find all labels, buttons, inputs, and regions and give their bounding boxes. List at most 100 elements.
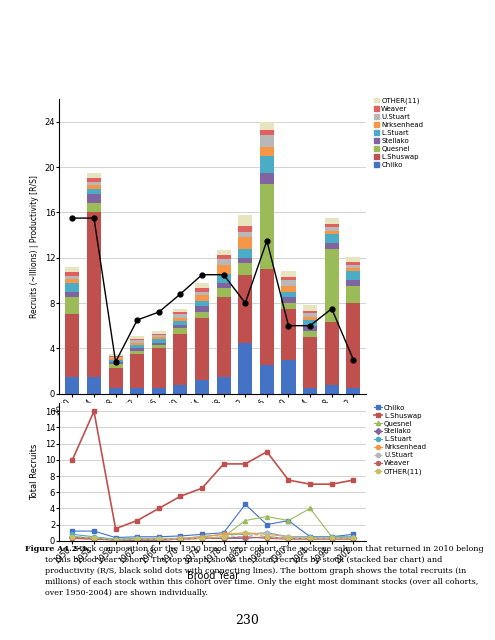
Bar [195, 283, 209, 288]
Bar [195, 288, 209, 292]
Bar [238, 258, 252, 264]
L.Shuswap [199, 484, 205, 492]
Weaver [264, 534, 270, 542]
U.Stuart [156, 535, 162, 543]
Bar [303, 317, 317, 320]
OTHER(11) [307, 534, 313, 542]
OTHER(11) [113, 536, 119, 544]
L.Stuart [286, 533, 292, 541]
Bar [65, 283, 79, 292]
Quesnel [134, 536, 140, 544]
Bar [173, 312, 188, 314]
Line: Chilko: Chilko [70, 502, 355, 540]
Weaver [156, 536, 162, 544]
U.Stuart [350, 534, 356, 542]
L.Stuart [156, 534, 162, 542]
Bar [325, 218, 339, 224]
Bar [152, 388, 166, 394]
L.Shuswap [329, 480, 335, 488]
Bar [152, 335, 166, 337]
U.Stuart [286, 533, 292, 541]
L.Shuswap [156, 504, 162, 512]
Chilko [264, 521, 270, 529]
Bar [346, 388, 360, 394]
Line: Quesnel: Quesnel [70, 506, 355, 542]
Nrksenhead [199, 533, 205, 541]
Quesnel [350, 534, 356, 542]
Bar [346, 303, 360, 388]
Y-axis label: Total Recruits: Total Recruits [30, 444, 39, 500]
Quesnel [329, 533, 335, 541]
Bar [303, 326, 317, 332]
Bar [173, 328, 188, 333]
L.Shuswap [307, 480, 313, 488]
Bar [152, 333, 166, 335]
Bar [282, 271, 296, 277]
L.Shuswap [69, 456, 75, 464]
Stellako [199, 534, 205, 542]
Bar [282, 286, 296, 292]
L.Stuart [91, 533, 97, 541]
Bar [303, 332, 317, 337]
Weaver [221, 534, 227, 542]
L.Shuswap [286, 476, 292, 484]
Stellako [156, 536, 162, 544]
Bar [238, 232, 252, 237]
Bar [173, 314, 188, 317]
Bar [130, 348, 144, 351]
Bar [325, 323, 339, 385]
Bar [217, 250, 231, 255]
OTHER(11) [91, 534, 97, 541]
L.Stuart [134, 534, 140, 542]
Nrksenhead [91, 535, 97, 543]
Bar [282, 360, 296, 394]
OTHER(11) [178, 535, 184, 543]
U.Stuart [329, 534, 335, 542]
Line: Weaver: Weaver [70, 534, 355, 542]
X-axis label: Brood Year: Brood Year [187, 571, 239, 580]
U.Stuart [69, 534, 75, 542]
Bar [87, 185, 101, 189]
Bar [217, 255, 231, 259]
Stellako [307, 534, 313, 542]
Bar [65, 267, 79, 273]
Bar [87, 189, 101, 195]
Stellako [286, 534, 292, 542]
Bar [108, 358, 123, 360]
Bar [195, 312, 209, 317]
Bar [65, 314, 79, 376]
Bar [108, 354, 123, 356]
Bar [217, 288, 231, 298]
Bar [173, 385, 188, 394]
OTHER(11) [156, 535, 162, 543]
Bar [130, 351, 144, 354]
Bar [282, 280, 296, 286]
Bar [108, 360, 123, 362]
Bar [173, 317, 188, 321]
Bar [152, 337, 166, 339]
U.Stuart [242, 533, 248, 541]
Bar [303, 337, 317, 388]
L.Shuswap [178, 492, 184, 500]
OTHER(11) [69, 533, 75, 541]
Bar [130, 388, 144, 394]
Chilko [199, 531, 205, 538]
Text: Stock composition for the 1950 brood year cohort. The sockeye salmon that return: Stock composition for the 1950 brood yea… [71, 545, 484, 553]
Bar [108, 357, 123, 358]
Line: L.Stuart: L.Stuart [70, 531, 355, 541]
L.Stuart [307, 533, 313, 541]
L.Stuart [113, 535, 119, 543]
L.Shuswap [221, 460, 227, 468]
Bar [65, 276, 79, 279]
Bar [65, 292, 79, 298]
Bar [195, 295, 209, 301]
Chilko [134, 533, 140, 541]
Nrksenhead [307, 534, 313, 542]
L.Stuart [69, 531, 75, 538]
Stellako [242, 534, 248, 542]
Chilko [113, 534, 119, 541]
Chilko [156, 533, 162, 541]
Quesnel [221, 533, 227, 541]
Bar [238, 226, 252, 232]
Stellako [91, 534, 97, 542]
